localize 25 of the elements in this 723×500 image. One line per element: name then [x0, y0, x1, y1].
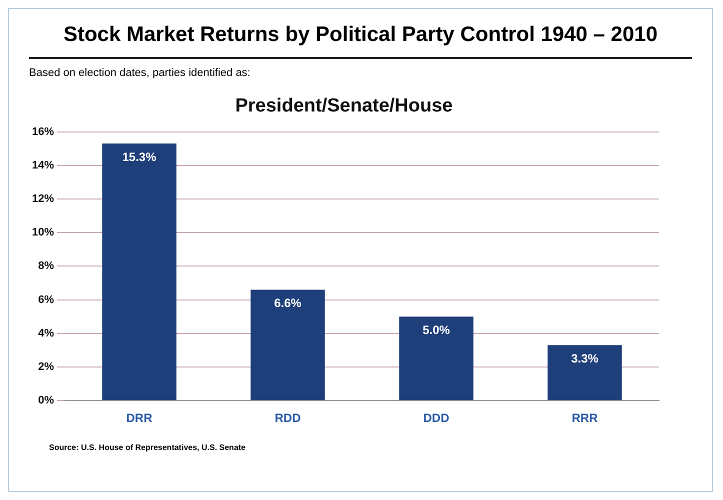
y-tick-label: 2%: [38, 361, 54, 374]
chart-subtitle: Based on election dates, parties identified as:: [29, 67, 252, 79]
y-tick-label: 4%: [38, 327, 54, 340]
y-tick-label: 12%: [32, 193, 54, 206]
y-tick-label: 8%: [38, 260, 54, 272]
x-tick-label: RRR: [572, 411, 598, 426]
text: President/Senate/House: [235, 96, 453, 117]
data-label: 6.6%: [274, 296, 302, 310]
bar: [102, 144, 176, 400]
x-tick-label: RDD: [274, 411, 302, 426]
source-note: Source: U.S. House of Representatives, U.S. Senate: [49, 443, 247, 452]
y-tick-label: 0%: [38, 394, 54, 407]
y-tick-label: 10%: [32, 226, 54, 239]
bar: [250, 290, 325, 400]
y-tick-label: 14%: [32, 159, 54, 172]
data-label: 5.0%: [422, 322, 450, 337]
y-tick-label: 16%: [32, 126, 54, 138]
data-label: 15.3%: [122, 150, 157, 164]
x-tick-label: DDD: [423, 411, 450, 426]
data-label: 3.3%: [571, 351, 599, 366]
y-tick-label: 6%: [38, 294, 54, 306]
x-tick-label: DRR: [126, 411, 153, 426]
bar: [399, 316, 474, 400]
bar: [548, 345, 622, 400]
chart-title: Stock Market Returns by Political Party Control 1940 – 2010: [29, 9, 692, 59]
